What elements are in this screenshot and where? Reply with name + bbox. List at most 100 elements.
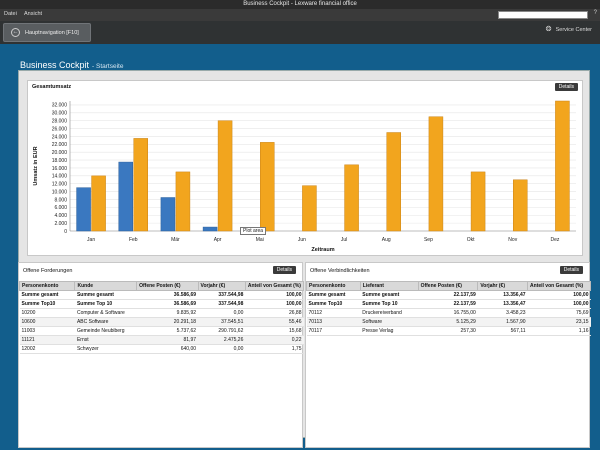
table-cell: 1.567,90 <box>477 317 528 327</box>
table-cell: Summe Top 10 <box>74 299 137 309</box>
table-row[interactable]: 11003 Gemeinde Neubiberg 5.737,62 290.791,6… <box>19 326 304 336</box>
receivables-details-button[interactable]: Details <box>272 266 296 274</box>
y-tick-label: 8.000 <box>54 197 67 203</box>
table-cell: 100,00 <box>527 299 591 309</box>
table-row[interactable]: 12002 Schwyzer 640,00 0,00 1,75 <box>19 344 304 354</box>
y-tick-label: 6.000 <box>54 205 67 211</box>
table-cell: 640,00 <box>136 344 199 354</box>
col-header[interactable]: Lieferant <box>359 281 419 291</box>
table-row[interactable]: Summe gesamt Summe gesamt 22.137,59 13.356,… <box>306 290 591 300</box>
table-cell: 81,97 <box>136 335 199 345</box>
chart-bar <box>118 161 133 232</box>
table-cell: 15,68 <box>245 326 304 336</box>
chart-bar <box>260 142 275 232</box>
chart-bar <box>76 187 91 232</box>
x-tick-label: Dez <box>550 237 559 243</box>
col-header[interactable]: Personenkonto <box>306 281 361 291</box>
help-icon[interactable]: ? <box>593 10 597 16</box>
y-tick-label: 0 <box>64 229 67 235</box>
table-row[interactable]: Summe gesamt Summe gesamt 36.586,69 337.544… <box>19 290 304 300</box>
receivables-table: Personenkonto Kunde Offene Posten (€) Vo… <box>18 281 305 354</box>
x-tick-label: Apr <box>214 237 222 243</box>
menu-datei[interactable]: Datei <box>4 11 17 17</box>
col-header[interactable]: Personenkonto <box>18 281 76 291</box>
table-row[interactable]: 70112 Druckereiverband 16.755,00 3.458,23 75… <box>306 308 591 318</box>
chart-bar <box>160 197 176 232</box>
col-header[interactable]: Anteil von Gesamt (%) <box>527 281 591 291</box>
table-row[interactable]: 10600 ABC Software 20.291,18 37.545,51 55,46 <box>19 317 304 327</box>
chart-bar <box>428 116 444 232</box>
table-row[interactable]: 70113 Software 5.125,29 1.567,90 23,15 <box>306 317 591 327</box>
table-cell: 36.586,69 <box>136 299 199 309</box>
col-header[interactable]: Kunde <box>74 281 138 291</box>
window-title: Business Cockpit - Lexware financial off… <box>243 1 357 7</box>
x-tick-label: Feb <box>129 237 138 243</box>
table-cell: 567,11 <box>477 326 528 336</box>
col-header[interactable]: Offene Posten (€) <box>417 281 479 291</box>
table-row[interactable]: Summe Top10 Summe Top 10 22.137,59 13.356,4… <box>306 299 591 309</box>
table-cell: 2.475,26 <box>198 335 246 345</box>
table-row[interactable]: 10200 Computer & Software 9.835,92 0,00 26,8… <box>19 308 304 318</box>
chart-bar <box>555 100 570 232</box>
main-navigation-button[interactable]: ← Hauptnavigation [F10] <box>3 23 91 42</box>
table-cell: 337.544,98 <box>198 290 246 300</box>
service-center-label: Service Center <box>555 27 592 33</box>
table-cell: 100,00 <box>527 290 591 300</box>
table-row[interactable]: Summe Top10 Summe Top 10 36.586,69 337.544,… <box>19 299 304 309</box>
chart-bar <box>344 164 359 232</box>
payables-card: Offene Verbindlichkeiten Details Persone… <box>305 262 591 448</box>
table-cell: 11003 <box>19 326 75 336</box>
window-titlebar: Business Cockpit - Lexware financial off… <box>0 0 600 9</box>
y-tick-label: 20.000 <box>52 150 68 156</box>
receivables-title: Offene Forderungen <box>23 268 73 274</box>
table-cell: 10600 <box>19 317 75 327</box>
chart-bar <box>91 175 106 232</box>
table-cell: Summe gesamt <box>360 290 419 300</box>
table-cell: 5.125,29 <box>418 317 478 327</box>
search-input[interactable] <box>498 11 588 19</box>
chart-details-button[interactable]: Details <box>554 83 578 91</box>
table-cell: 0,00 <box>198 308 246 318</box>
table-cell: Summe Top10 <box>19 299 75 309</box>
table-cell: 3.458,23 <box>477 308 528 318</box>
y-axis-label: Umsatz in EUR <box>33 146 39 185</box>
col-header[interactable]: Anteil von Gesamt (%) <box>244 281 305 291</box>
chart-bar <box>302 185 317 232</box>
col-header[interactable]: Offene Posten (€) <box>136 281 199 291</box>
table-cell: 0,00 <box>198 344 246 354</box>
menu-ansicht[interactable]: Ansicht <box>24 11 43 17</box>
table-cell: 0,22 <box>245 335 304 345</box>
table-cell: 20.291,18 <box>136 317 199 327</box>
table-cell: 1,16 <box>527 326 591 336</box>
table-cell: 55,46 <box>245 317 304 327</box>
table-cell: 5.737,62 <box>136 326 199 336</box>
x-tick-label: Mär <box>171 237 180 243</box>
payables-title: Offene Verbindlichkeiten <box>310 268 370 274</box>
table-cell: 9.835,92 <box>136 308 199 318</box>
arrow-circle-icon: ← <box>11 28 20 37</box>
page-title: Business Cockpit - Startseite <box>20 60 123 70</box>
chart-bar <box>175 171 191 232</box>
table-cell: 70112 <box>306 308 361 318</box>
y-tick-label: 4.000 <box>54 213 67 219</box>
y-tick-label: 16.000 <box>52 166 68 172</box>
col-header[interactable]: Vorjahr (€) <box>197 281 246 291</box>
table-cell: 290.791,62 <box>198 326 246 336</box>
service-center-link[interactable]: ❂ Service Center <box>546 26 592 33</box>
payables-details-button[interactable]: Details <box>559 266 583 274</box>
x-tick-label: Mai <box>256 237 264 243</box>
y-tick-label: 12.000 <box>52 182 68 188</box>
table-row[interactable]: 70117 Presse Verlag 257,30 567,11 1,16 <box>306 326 591 336</box>
table-cell: 22.137,59 <box>418 299 478 309</box>
col-header[interactable]: Vorjahr (€) <box>477 281 529 291</box>
chart-bar <box>202 226 218 232</box>
table-cell: 11121 <box>19 335 75 345</box>
y-tick-label: 30.000 <box>52 111 68 117</box>
table-row[interactable]: 11121 Ernst 81,97 2.475,26 0,22 <box>19 335 304 345</box>
table-cell: ABC Software <box>74 317 137 327</box>
x-tick-label: Okt <box>467 237 475 243</box>
table-cell: Computer & Software <box>74 308 137 318</box>
table-cell: 37.545,51 <box>198 317 246 327</box>
table-cell: 13.356,47 <box>477 290 528 300</box>
table-cell: Summe gesamt <box>74 290 137 300</box>
